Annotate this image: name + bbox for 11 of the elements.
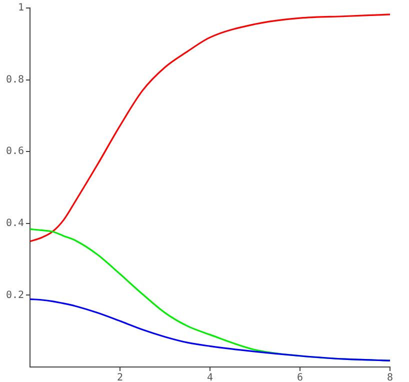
y-tick-label: 1 (18, 2, 24, 14)
y-tick-label: 0.2 (6, 290, 24, 301)
line-series (30, 14, 390, 242)
y-tick-label: 0.8 (6, 74, 24, 86)
y-tick-label: 0.6 (6, 146, 24, 158)
x-tick-label: 8 (386, 372, 394, 382)
line-series (30, 298, 390, 362)
x-tick-label: 2 (116, 372, 124, 382)
x-tick-label: 6 (296, 372, 304, 382)
x-tick-label: 4 (206, 372, 214, 382)
y-tick-label: 0.4 (6, 218, 24, 229)
